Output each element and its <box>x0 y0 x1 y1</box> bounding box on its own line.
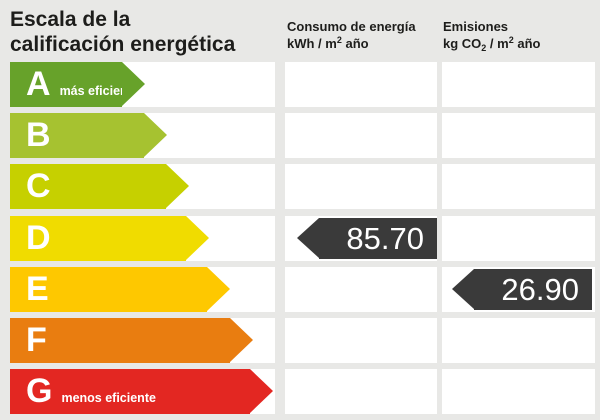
scale-cell-b: B <box>10 113 275 158</box>
rating-arrow-c: C <box>10 164 189 209</box>
rating-row-d: D 85.70 <box>0 216 600 261</box>
rating-arrow-f: F <box>10 318 253 363</box>
rating-note-a: más eficiente <box>59 84 139 98</box>
page-title-line2: calificación energética <box>10 33 236 56</box>
page-title-line1: Escala de la <box>10 8 131 31</box>
emisiones-cell-f <box>442 318 595 363</box>
column-header-emisiones-label: Emisiones <box>443 19 509 34</box>
emisiones-cell-e: 26.90 <box>442 267 595 312</box>
emisiones-cell-a <box>442 62 595 107</box>
scale-cell-d: D <box>10 216 275 261</box>
column-header-emisiones: Emisiones kg CO2 / m2 año <box>443 18 595 54</box>
rating-row-b: B <box>0 113 600 158</box>
rating-row-f: F <box>0 318 600 363</box>
consumo-value: 85.70 <box>346 220 424 256</box>
rating-arrow-d: D <box>10 216 209 261</box>
emisiones-cell-d <box>442 216 595 261</box>
rating-letter-d: D <box>26 219 51 257</box>
rating-row-a: A más eficiente <box>0 62 600 107</box>
consumo-cell-a <box>285 62 437 107</box>
page-title: Escala de la calificación energética <box>10 7 235 57</box>
rating-arrow-g: G menos eficiente <box>10 369 273 414</box>
consumo-cell-d: 85.70 <box>285 216 437 261</box>
rating-note-g: menos eficiente <box>61 391 156 405</box>
emisiones-cell-c <box>442 164 595 209</box>
rating-letter-e: E <box>26 270 49 308</box>
rating-arrow-b: B <box>10 113 167 158</box>
consumo-cell-b <box>285 113 437 158</box>
rating-row-c: C <box>0 164 600 209</box>
scale-cell-f: F <box>10 318 275 363</box>
consumo-cell-f <box>285 318 437 363</box>
rating-letter-c: C <box>26 167 51 205</box>
rating-letter-a: A <box>26 65 51 103</box>
rating-row-g: G menos eficiente <box>0 369 600 414</box>
scale-cell-g: G menos eficiente <box>10 369 275 414</box>
column-header-emisiones-unit: kg CO2 / m2 año <box>443 35 541 53</box>
rating-row-e: E 26.90 <box>0 267 600 312</box>
rating-arrow-a: A más eficiente <box>10 62 145 107</box>
rating-letter-f: F <box>26 321 47 359</box>
column-header-consumo-unit: kWh / m2 año <box>287 35 369 51</box>
rating-letter-b: B <box>26 116 51 154</box>
consumo-value-arrow: 85.70 <box>297 218 437 259</box>
scale-cell-c: C <box>10 164 275 209</box>
rating-letter-g: G <box>26 372 53 410</box>
scale-cell-a: A más eficiente <box>10 62 275 107</box>
column-header-consumo: Consumo de energía kWh / m2 año <box>287 18 437 54</box>
emisiones-cell-g <box>442 369 595 414</box>
column-header-consumo-label: Consumo de energía <box>287 19 416 34</box>
emisiones-value: 26.90 <box>501 271 579 307</box>
rating-arrow-e: E <box>10 267 230 312</box>
scale-cell-e: E <box>10 267 275 312</box>
consumo-cell-g <box>285 369 437 414</box>
consumo-cell-e <box>285 267 437 312</box>
consumo-cell-c <box>285 164 437 209</box>
emisiones-cell-b <box>442 113 595 158</box>
emisiones-value-arrow: 26.90 <box>452 269 592 310</box>
